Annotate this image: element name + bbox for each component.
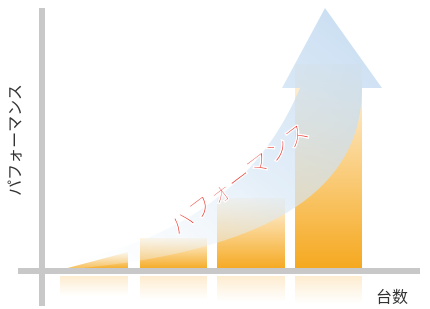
reflections [60,276,362,304]
y-axis-label: パフォーマンス [6,84,25,196]
x-axis [18,268,420,274]
illustration: パフォーマンス 台数 パフォーマンス [0,0,430,309]
y-axis [39,8,45,306]
x-axis-label: 台数 [376,288,408,307]
